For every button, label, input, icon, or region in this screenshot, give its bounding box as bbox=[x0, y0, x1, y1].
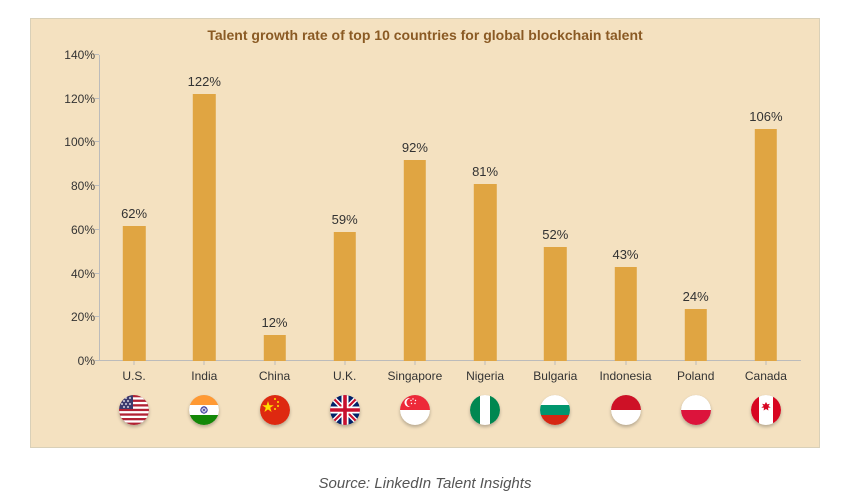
category-label: Nigeria bbox=[466, 369, 504, 383]
category-label: U.S. bbox=[122, 369, 145, 383]
y-tick-mark bbox=[95, 54, 99, 55]
source-caption: Source: LinkedIn Talent Insights bbox=[0, 475, 850, 492]
bar: 43% bbox=[614, 267, 636, 361]
y-tick-mark bbox=[95, 316, 99, 317]
y-tick-label: 40% bbox=[51, 267, 95, 281]
x-tick-mark bbox=[274, 361, 275, 365]
bar: 52% bbox=[544, 247, 566, 361]
bar-value-label: 24% bbox=[683, 289, 709, 304]
bar: 92% bbox=[404, 160, 426, 361]
x-tick-mark bbox=[695, 361, 696, 365]
y-tick-label: 0% bbox=[51, 354, 95, 368]
flag-icon bbox=[189, 395, 219, 425]
bar: 122% bbox=[193, 94, 215, 361]
category-label: Canada bbox=[745, 369, 787, 383]
y-tick-mark bbox=[95, 273, 99, 274]
bar-value-label: 52% bbox=[542, 227, 568, 242]
x-tick-mark bbox=[555, 361, 556, 365]
category-label: U.K. bbox=[333, 369, 356, 383]
x-tick-mark bbox=[765, 361, 766, 365]
bar-value-label: 12% bbox=[261, 315, 287, 330]
x-tick-mark bbox=[344, 361, 345, 365]
y-tick-label: 120% bbox=[51, 92, 95, 106]
y-tick-mark bbox=[95, 141, 99, 142]
bar-value-label: 92% bbox=[402, 140, 428, 155]
y-axis-line bbox=[99, 55, 100, 361]
category-label: Bulgaria bbox=[533, 369, 577, 383]
y-tick-mark bbox=[95, 185, 99, 186]
bar-value-label: 81% bbox=[472, 164, 498, 179]
bar-value-label: 62% bbox=[121, 206, 147, 221]
y-tick-label: 140% bbox=[51, 48, 95, 62]
bar-value-label: 122% bbox=[188, 74, 221, 89]
x-tick-mark bbox=[625, 361, 626, 365]
bar-value-label: 59% bbox=[332, 212, 358, 227]
category-label: Poland bbox=[677, 369, 714, 383]
bar: 12% bbox=[263, 335, 285, 361]
y-tick-label: 60% bbox=[51, 223, 95, 237]
y-tick-label: 20% bbox=[51, 310, 95, 324]
flag-icon bbox=[540, 395, 570, 425]
bar: 81% bbox=[474, 184, 496, 361]
y-tick-mark bbox=[95, 229, 99, 230]
y-tick-label: 100% bbox=[51, 135, 95, 149]
bar: 62% bbox=[123, 226, 145, 362]
x-tick-mark bbox=[134, 361, 135, 365]
bar: 24% bbox=[684, 309, 706, 361]
plot-area: 0%20%40%60%80%100%120%140%62%U.S.122%Ind… bbox=[99, 55, 801, 361]
bar: 59% bbox=[333, 232, 355, 361]
flag-icon bbox=[681, 395, 711, 425]
bar: 106% bbox=[755, 129, 777, 361]
flag-icon bbox=[751, 395, 781, 425]
category-label: Indonesia bbox=[599, 369, 651, 383]
category-label: China bbox=[259, 369, 290, 383]
y-tick-label: 80% bbox=[51, 179, 95, 193]
chart-title: Talent growth rate of top 10 countries f… bbox=[31, 27, 819, 43]
category-label: India bbox=[191, 369, 217, 383]
x-tick-mark bbox=[414, 361, 415, 365]
x-tick-mark bbox=[485, 361, 486, 365]
y-tick-mark bbox=[95, 360, 99, 361]
flag-icon bbox=[330, 395, 360, 425]
bar-value-label: 106% bbox=[749, 109, 782, 124]
flag-icon bbox=[470, 395, 500, 425]
flag-icon bbox=[119, 395, 149, 425]
flag-icon bbox=[260, 395, 290, 425]
category-label: Singapore bbox=[388, 369, 443, 383]
flag-icon bbox=[611, 395, 641, 425]
flag-icon bbox=[400, 395, 430, 425]
bar-value-label: 43% bbox=[612, 247, 638, 262]
x-tick-mark bbox=[204, 361, 205, 365]
y-tick-mark bbox=[95, 98, 99, 99]
chart-container: Talent growth rate of top 10 countries f… bbox=[30, 18, 820, 448]
